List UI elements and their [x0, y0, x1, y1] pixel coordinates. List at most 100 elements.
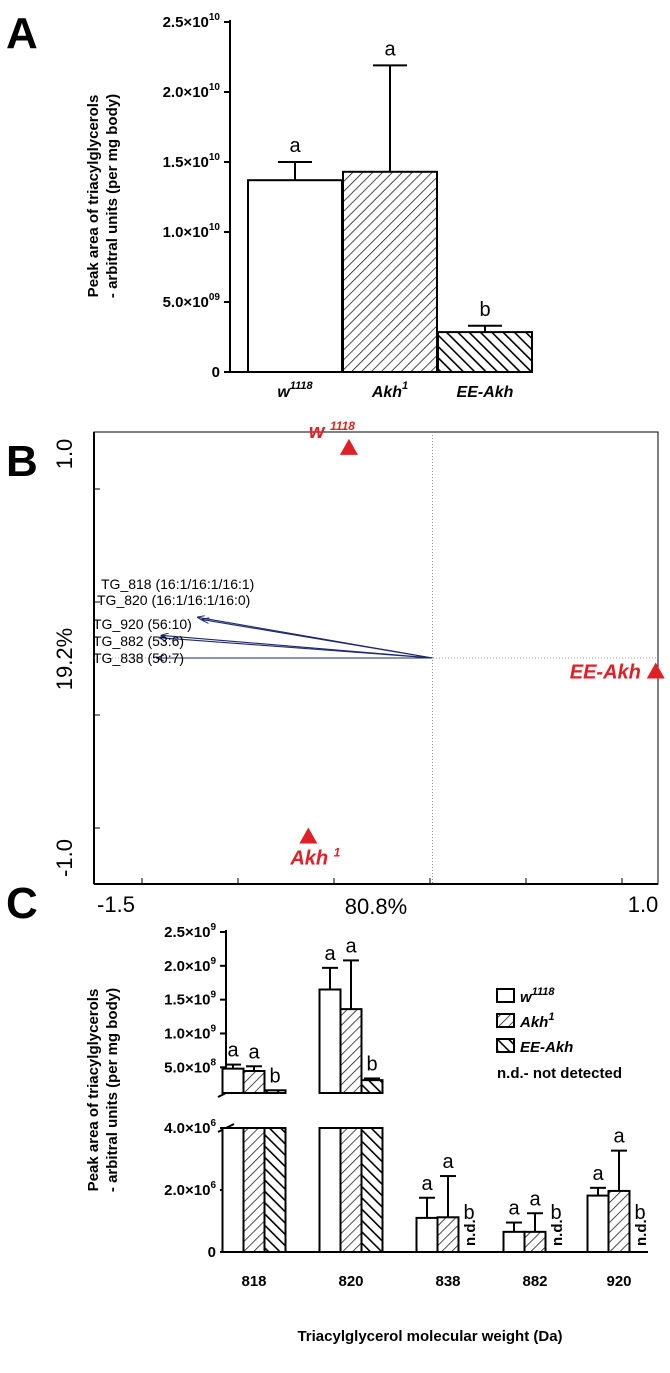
panel-c-y-tick-label: 2.0×106 [164, 1180, 216, 1199]
panel-b-loading-label: TG_818 (16:1/16:1/16:1) [101, 576, 254, 592]
panel-c-bar-w1118-818-lower [221, 1127, 245, 1253]
panel-c-bar-chart: 5.0×108 1.0×109 1.5×109 2.0×109 2.5×109 0 2.0×… [85, 922, 650, 1345]
panel-c-significance-letter: a [592, 1163, 604, 1185]
panel-b-score-label: Akh 1 [289, 846, 340, 870]
panel-b-y-axis-label: 19.2% [52, 628, 77, 690]
panel-a-letter: A [6, 9, 38, 58]
panel-c-significance-letter: a [345, 935, 357, 957]
panel-c-y-axis-label: Peak area of triacylglycerols - arbitral … [85, 988, 121, 1192]
panel-b-y-tick-label: 1.0 [52, 439, 77, 470]
panel-c-y-tick-label: 1.0×109 [164, 1023, 216, 1042]
panel-b-y-tick-label: -1.0 [52, 839, 77, 877]
panel-b-score-point-Akh1 [299, 827, 318, 844]
panel-c-category-label: 838 [435, 1273, 460, 1290]
panel-a-y-tick-label: 2.5×1010 [163, 12, 221, 31]
panel-c-bar-w1118-818 [221, 1067, 245, 1095]
panel-c-bar-w1118-882 [502, 1230, 526, 1253]
panel-c-y-tick-label: 1.5×109 [164, 990, 216, 1009]
panel-a-bar-EE-Akh [437, 331, 533, 374]
panel-a-category-label: EE-Akh [457, 384, 514, 401]
panel-a-category-label: Akh1 [371, 380, 408, 401]
panel-c-significance-letter: a [442, 1151, 454, 1173]
panel-c-y-tick-label: 0 [208, 1244, 216, 1261]
panel-c-y-tick-label: 2.5×109 [164, 922, 216, 941]
panel-c-significance-letter: a [613, 1126, 625, 1148]
panel-b-x-axis-label: 80.8% [345, 894, 407, 919]
panel-c-bar-w1118-820-lower [318, 1127, 342, 1253]
panel-c-significance-letter: a [421, 1173, 433, 1195]
panel-c-bar-EE-Akh-820-lower [360, 1127, 384, 1253]
panel-c-significance-letter: b [366, 1053, 377, 1075]
panel-b-loading-arrow [202, 620, 433, 659]
panel-a-y-tick-label: 0 [212, 364, 220, 381]
panel-c-bar-Akh1-838 [436, 1216, 460, 1254]
panel-c-significance-letter: a [508, 1198, 520, 1220]
panel-c-bar-w1118-838 [415, 1216, 439, 1254]
panel-c-legend-swatch-Akh1 [496, 1013, 515, 1028]
panel-b-loading-label: TG_882 (53:6) [93, 633, 184, 649]
panel-a-significance-letter: a [384, 38, 396, 60]
panel-c-bar-w1118-820 [318, 988, 342, 1094]
panel-a-y-tick-label: 1.5×1010 [163, 152, 221, 171]
panel-c-category-label: 820 [338, 1273, 363, 1290]
panel-c-significance-letter: b [634, 1202, 645, 1224]
panel-c-not-detected-mark: n.d. [633, 1219, 650, 1246]
panel-c-significance-letter: a [324, 943, 336, 965]
panel-a-y-tick-label: 2.0×1010 [163, 82, 221, 101]
panel-c-bar-EE-Akh-820 [360, 1079, 384, 1095]
panel-a-bar-Akh1 [342, 170, 438, 373]
panel-c-bar-Akh1-820-lower [339, 1127, 363, 1253]
panel-a-y-tick-label: 5.0×1009 [163, 292, 221, 311]
panel-b-pca-biplot: -1.5 1.0 80.8% 1.0 -1.0 19.2% TG_818 (16:1/16:… [52, 419, 665, 919]
panel-b-loading-label: TG_838 (50:7) [93, 650, 184, 666]
panel-c-not-detected-mark: n.d. [462, 1219, 479, 1246]
panel-c-significance-letter: a [227, 1040, 239, 1062]
panel-c-legend-note: n.d.- not detected [497, 1065, 622, 1082]
panel-a-bar-chart: 0 5.0×1009 1.0×1010 1.5×1010 2.0×1010 2.5×101… [85, 12, 533, 401]
panel-c-y-tick-label: 5.0×108 [164, 1057, 216, 1076]
panel-a-y-tick-label: 1.0×1010 [163, 222, 221, 241]
panel-c-bar-Akh1-920 [607, 1189, 631, 1254]
panel-c-y-tick-label: 4.0×106 [164, 1118, 216, 1137]
panel-b-loading-arrow [159, 638, 433, 659]
panel-c-significance-letter: b [550, 1202, 561, 1224]
panel-c-category-label: 882 [522, 1273, 547, 1290]
panel-c-bar-Akh1-882 [523, 1230, 547, 1253]
panel-c-bar-Akh1-820 [339, 1008, 363, 1095]
panel-b-score-label: w 1118 [309, 419, 355, 443]
panel-c-letter: C [6, 879, 38, 928]
panel-c-significance-letter: a [529, 1188, 541, 1210]
panel-c-legend-label: EE-Akh [520, 1039, 573, 1056]
panel-b-loading-label: TG_920 (56:10) [93, 616, 192, 632]
panel-c-bar-EE-Akh-818 [263, 1089, 287, 1094]
panel-c-bar-Akh1-818-lower [242, 1127, 266, 1253]
panel-c-legend-label: Akh1 [519, 1011, 554, 1031]
panel-c-legend-label: w1118 [520, 986, 555, 1006]
panel-c-bar-EE-Akh-818-lower [263, 1127, 287, 1253]
panel-c-legend-swatch-EE-Akh [496, 1038, 515, 1053]
panel-c-significance-letter: b [269, 1065, 280, 1087]
panel-c-category-label: 818 [241, 1273, 266, 1290]
panel-c-bar-w1118-920 [586, 1194, 610, 1253]
panel-c-bar-Akh1-818 [242, 1070, 266, 1094]
panel-a-bar-w1118 [247, 179, 343, 373]
panel-a-y-axis-label: Peak area of triacylglycerols - arbitral … [85, 94, 121, 298]
panel-c-category-label: 920 [606, 1273, 631, 1290]
panel-c-not-detected-mark: n.d. [549, 1219, 566, 1246]
panel-b-x-tick-label: -1.5 [97, 892, 135, 917]
panel-c-significance-letter: b [463, 1202, 474, 1224]
panel-a-significance-letter: b [479, 299, 490, 321]
panel-b-letter: B [6, 437, 38, 486]
panel-b-score-point-EE-Akh [646, 662, 665, 679]
panel-a-significance-letter: a [289, 135, 301, 157]
panel-c-x-axis-label: Triacylglycerol molecular weight (Da) [297, 1328, 562, 1345]
panel-c-legend-swatch-w1118 [496, 988, 515, 1003]
panel-a-category-label: w1118 [277, 380, 313, 401]
panel-b-score-label: EE-Akh [570, 662, 641, 684]
panel-c-y-tick-label: 2.0×109 [164, 956, 216, 975]
panel-c-significance-letter: a [248, 1041, 260, 1063]
panel-b-loading-label: TG_820 (16:1/16:1/16:0) [97, 592, 250, 608]
panel-b-x-tick-label: 1.0 [628, 892, 659, 917]
panel-b-score-point-w1118 [339, 438, 358, 455]
